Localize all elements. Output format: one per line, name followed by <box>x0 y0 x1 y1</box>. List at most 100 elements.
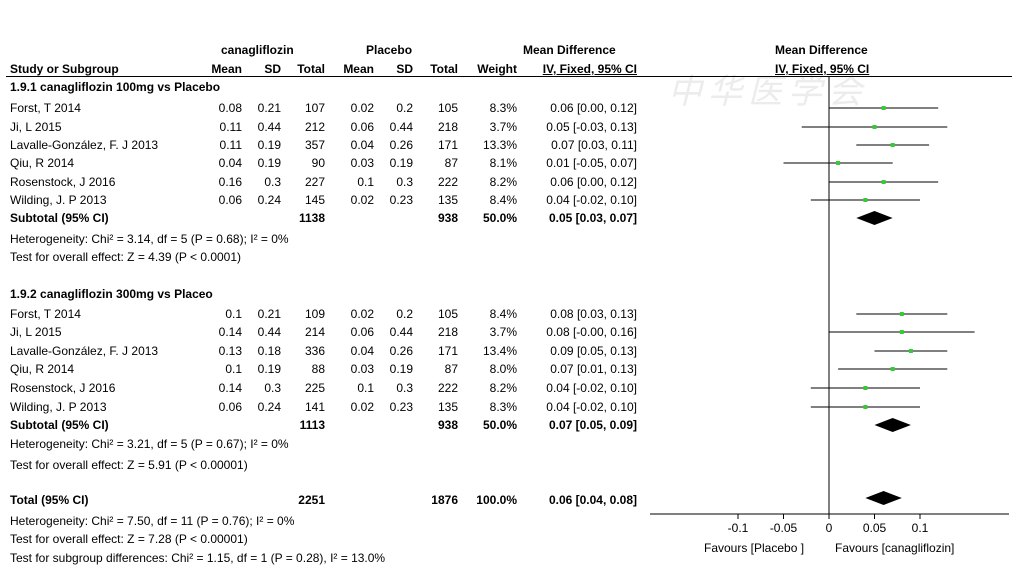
col-mean2: Mean <box>343 62 374 76</box>
study-name: Rosenstock, J 2016 <box>10 381 116 395</box>
study-name: Forst, T 2014 <box>10 307 81 321</box>
sd-placebo: 0.2 <box>396 307 413 321</box>
total-placebo: 135 <box>437 193 458 207</box>
total-treatment: 90 <box>311 156 325 170</box>
mean-treatment: 0.06 <box>218 193 242 207</box>
subtotal-ci: 0.07 [0.05, 0.09] <box>548 418 637 432</box>
study-name: Qiu, R 2014 <box>10 362 75 376</box>
total-treatment: 107 <box>304 101 325 115</box>
col-sd2: SD <box>396 62 413 76</box>
subtotal-diamond <box>874 418 911 432</box>
sd-placebo: 0.23 <box>389 400 413 414</box>
subtotal-ci: 0.05 [0.03, 0.07] <box>548 211 637 225</box>
point-estimate <box>908 349 913 353</box>
sd-treatment: 0.19 <box>257 138 281 152</box>
mean-placebo: 0.02 <box>350 400 374 414</box>
weight: 8.2% <box>489 381 517 395</box>
subtotal-diamond <box>856 211 893 225</box>
sd-treatment: 0.21 <box>257 101 281 115</box>
point-estimate <box>899 330 904 334</box>
mean-placebo: 0.06 <box>350 120 374 134</box>
mean-difference-ci: 0.04 [-0.02, 0.10] <box>546 381 637 395</box>
mean-placebo: 0.02 <box>350 101 374 115</box>
col-study: Study or Subgroup <box>10 62 119 76</box>
total-diamond <box>865 491 902 505</box>
sd-placebo: 0.44 <box>389 325 413 339</box>
study-name: Lavalle-González, F. J 2013 <box>10 344 159 358</box>
sd-placebo: 0.19 <box>389 156 413 170</box>
mean-placebo: 0.04 <box>350 344 374 358</box>
total-n1: 2251 <box>298 493 325 507</box>
mean-treatment: 0.11 <box>219 138 242 152</box>
mean-treatment: 0.04 <box>218 156 242 170</box>
mean-difference-ci: 0.07 [0.01, 0.13] <box>550 362 637 376</box>
sd-treatment: 0.24 <box>257 400 281 414</box>
total-treatment: 357 <box>304 138 325 152</box>
point-estimate <box>836 161 841 165</box>
sd-placebo: 0.2 <box>396 101 413 115</box>
total-overall-effect-text: Test for overall effect: Z = 7.28 (P < 0… <box>10 532 248 546</box>
sd-treatment: 0.19 <box>257 362 281 376</box>
total-treatment: 214 <box>304 325 325 339</box>
point-estimate <box>890 143 895 147</box>
x-tick-label: -0.1 <box>728 521 749 535</box>
total-placebo: 218 <box>437 325 458 339</box>
weight: 8.2% <box>489 175 517 189</box>
subgroup-title: 1.9.1 canagliflozin 100mg vs Placebo <box>10 80 221 94</box>
mean-placebo: 0.03 <box>350 156 374 170</box>
total-placebo: 87 <box>444 156 458 170</box>
study-name: Wilding, J. P 2013 <box>10 193 107 207</box>
sd-treatment: 0.44 <box>257 120 281 134</box>
total-placebo: 87 <box>444 362 458 376</box>
total-placebo: 222 <box>437 381 458 395</box>
total-treatment: 225 <box>304 381 325 395</box>
point-estimate <box>863 386 868 390</box>
subtotal-label: Subtotal (95% CI) <box>10 211 109 225</box>
col-total2: Total <box>430 62 458 76</box>
mean-difference-ci: 0.09 [0.05, 0.13] <box>550 344 637 358</box>
study-name: Rosenstock, J 2016 <box>10 175 116 189</box>
weight: 3.7% <box>489 325 517 339</box>
study-name: Ji, L 2015 <box>10 120 62 134</box>
weight: 8.4% <box>489 193 517 207</box>
mean-difference-ci: 0.01 [-0.05, 0.07] <box>546 156 637 170</box>
col-mean1: Mean <box>211 62 242 76</box>
sd-placebo: 0.3 <box>396 381 413 395</box>
mean-treatment: 0.13 <box>218 344 242 358</box>
mean-difference-ci: 0.06 [0.00, 0.12] <box>550 101 637 115</box>
mean-placebo: 0.1 <box>357 381 374 395</box>
subtotal-weight: 50.0% <box>482 418 517 432</box>
weight: 8.3% <box>489 400 517 414</box>
weight: 13.4% <box>482 344 517 358</box>
total-placebo: 105 <box>437 307 458 321</box>
x-label-left: Favours [Placebo ] <box>704 541 804 555</box>
total-treatment: 88 <box>311 362 325 376</box>
total-placebo: 222 <box>437 175 458 189</box>
total-weight: 100.0% <box>476 493 517 507</box>
study-name: Lavalle-González, F. J 2013 <box>10 138 159 152</box>
total-treatment: 212 <box>304 120 325 134</box>
point-estimate <box>863 198 868 202</box>
total-heterogeneity-text: Heterogeneity: Chi² = 7.50, df = 11 (P =… <box>10 514 295 528</box>
point-estimate <box>899 312 904 316</box>
mean-treatment: 0.14 <box>218 381 242 395</box>
mean-difference-ci: 0.04 [-0.02, 0.10] <box>546 193 637 207</box>
sd-placebo: 0.26 <box>389 344 413 358</box>
total-treatment: 109 <box>304 307 325 321</box>
mean-difference-ci: 0.08 [-0.00, 0.16] <box>546 325 637 339</box>
sd-placebo: 0.26 <box>389 138 413 152</box>
total-treatment: 336 <box>304 344 325 358</box>
subtotal-label: Subtotal (95% CI) <box>10 418 109 432</box>
mean-treatment: 0.11 <box>219 120 242 134</box>
mean-placebo: 0.1 <box>357 175 374 189</box>
x-label-right: Favours [canagliflozin] <box>835 541 954 555</box>
mean-difference-ci: 0.04 [-0.02, 0.10] <box>546 400 637 414</box>
mean-treatment: 0.1 <box>225 307 242 321</box>
subtotal-n1: 1138 <box>298 211 325 225</box>
col-ci: IV, Fixed, 95% CI <box>542 62 637 76</box>
mean-treatment: 0.08 <box>218 101 242 115</box>
col-weight: Weight <box>477 62 517 76</box>
point-estimate <box>890 367 895 371</box>
col-total1: Total <box>297 62 325 76</box>
